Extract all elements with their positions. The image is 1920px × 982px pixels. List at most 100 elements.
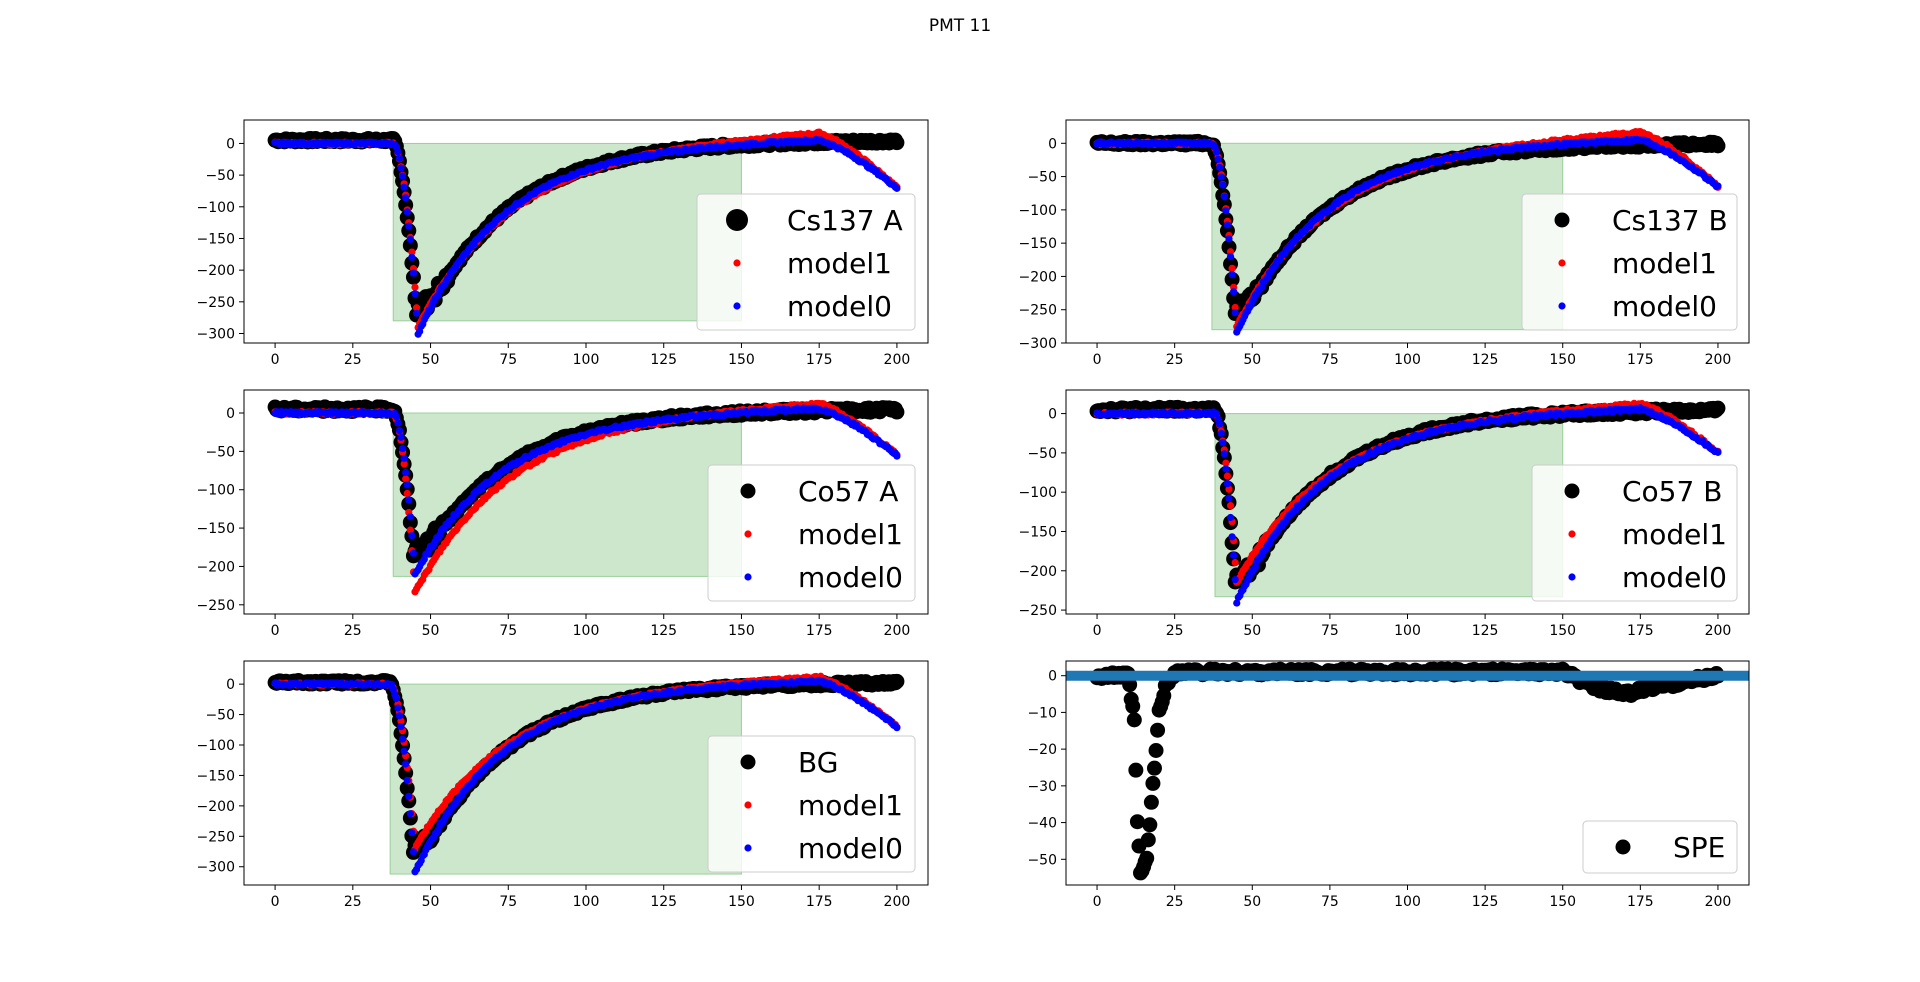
x-tick-label: 25 (344, 352, 362, 368)
legend-label: Co57 A (798, 475, 898, 508)
subplot-1: 0 25 50 75 100 125 150 175 2000−50−100−150−200−2… (197, 119, 929, 368)
model1-point (406, 526, 414, 534)
legend-label: model1 (787, 247, 892, 280)
legend-marker (733, 259, 741, 267)
model0-point (1714, 448, 1722, 456)
x-tick-label: 50 (422, 623, 440, 639)
model0-point (409, 549, 418, 557)
x-tick-label: 125 (1472, 352, 1499, 368)
x-tick-label: 150 (1549, 352, 1576, 368)
model0-point (1212, 148, 1221, 156)
model0-point (893, 184, 901, 192)
model0-point (893, 452, 901, 460)
model1-point (1222, 459, 1230, 467)
model0-point (394, 419, 402, 427)
x-tick-label: 0 (271, 623, 280, 639)
model0-point (402, 468, 410, 477)
subplot-3: 0 25 50 75 100 125 150 175 2000−50−100−150−200−2… (197, 389, 929, 639)
model0-point (406, 235, 414, 244)
model1-point (403, 489, 411, 498)
model0-point (1251, 563, 1259, 571)
x-tick-label: 25 (1166, 352, 1184, 368)
model0-point (395, 426, 404, 435)
data-point (399, 481, 415, 497)
plot-area (267, 399, 905, 596)
model0-point (400, 183, 408, 191)
model0-point (1216, 420, 1224, 428)
model0-point (1714, 182, 1722, 190)
y-tick-label: −100 (197, 200, 235, 216)
model0-point (392, 413, 400, 421)
model0-points (271, 404, 901, 578)
legend-box (696, 193, 916, 331)
legend-marker (1568, 573, 1576, 581)
subplot-4: 0 25 50 75 100 125 150 175 2000−50−100−150−200−2… (1019, 389, 1750, 639)
model0-point (403, 208, 411, 216)
model0-point (1223, 480, 1232, 488)
model0-point (397, 164, 405, 172)
x-tick-label: 50 (1243, 352, 1261, 368)
legend-marker (740, 483, 756, 499)
x-tick-label: 125 (1472, 623, 1499, 639)
data-point (401, 496, 417, 512)
x-tick-label: 150 (1549, 623, 1576, 639)
model0-point (405, 222, 413, 230)
model0-point (412, 309, 421, 317)
data-point (402, 514, 418, 530)
y-tick-label: −150 (197, 231, 235, 247)
legend-marker (744, 573, 752, 581)
model1-point (402, 475, 410, 483)
model0-point (1230, 288, 1238, 296)
model1-point (1231, 558, 1239, 567)
model1-point (411, 283, 419, 291)
model0-point (1217, 429, 1225, 437)
y-tick-label: −100 (197, 483, 235, 499)
y-tick-label: −300 (1019, 336, 1057, 352)
y-tick-label: −150 (1019, 524, 1057, 540)
model1-point (1231, 303, 1239, 312)
model1-point (1226, 501, 1235, 510)
legend-label: Cs137 A (787, 204, 903, 237)
model0-point (408, 253, 416, 261)
model0-point (400, 454, 408, 462)
model1-point (408, 248, 416, 256)
plot-area (1089, 127, 1726, 336)
model0-point (1219, 181, 1227, 189)
legend-box (1521, 193, 1738, 331)
x-tick-label: 50 (1243, 623, 1261, 639)
x-tick-label: 200 (1705, 623, 1732, 639)
x-tick-label: 175 (806, 352, 833, 368)
y-tick-label: −300 (197, 326, 235, 342)
model0-point (398, 444, 407, 453)
model0-point (1225, 235, 1233, 243)
y-tick-label: −250 (197, 295, 235, 311)
x-tick-label: 100 (1394, 352, 1421, 368)
legend-label: model0 (1622, 561, 1727, 594)
legend-label: model1 (798, 518, 903, 551)
model0-point (402, 194, 410, 202)
legend-marker (733, 302, 741, 310)
model0-point (1230, 551, 1238, 559)
model0-points (1093, 135, 1722, 336)
y-tick-label: −150 (1019, 236, 1057, 252)
legend-label: model1 (1612, 247, 1717, 280)
legend-label: model0 (798, 561, 903, 594)
model1-point (1223, 472, 1232, 480)
legend-marker (1558, 302, 1566, 310)
legend-marker (1564, 483, 1580, 499)
x-tick-label: 25 (1166, 623, 1184, 639)
data-point (1710, 400, 1726, 416)
model0-point (409, 269, 418, 277)
model0-point (1231, 576, 1239, 584)
model0-point (398, 172, 407, 180)
y-tick-label: 0 (1048, 407, 1057, 423)
x-tick-label: 175 (806, 623, 833, 639)
x-tick-label: 175 (1627, 623, 1654, 639)
legend-label: Co57 B (1622, 475, 1722, 508)
plot-area (267, 128, 905, 338)
x-tick-label: 25 (344, 623, 362, 639)
legend-marker (726, 209, 748, 231)
model0-point (1212, 410, 1221, 418)
x-tick-label: 50 (422, 352, 440, 368)
